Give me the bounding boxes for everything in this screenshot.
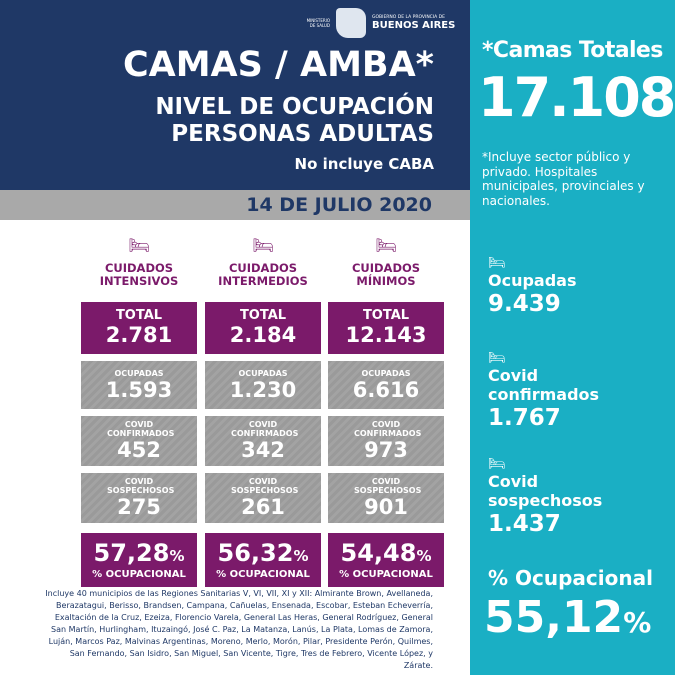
stat-sospechosos: 🛏 Covid sospechosos 1.437 (488, 456, 668, 538)
column-title: CUIDADOS INTERMEDIOS (218, 261, 308, 288)
sospechosos-label: COVID SOSPECHOSOS (231, 477, 299, 495)
stat-value: 9.439 (488, 291, 561, 317)
stat-label: Ocupadas (488, 271, 577, 290)
sospechosos-box: COVID SOSPECHOSOS 275 (81, 473, 197, 523)
ocupadas-label: OCUPADAS (361, 368, 411, 378)
total-value: 2.781 (105, 323, 173, 347)
confirmados-value: 342 (241, 438, 285, 462)
confirmados-label: COVID CONFIRMADOS (107, 420, 175, 438)
occupancy-label: % OCUPACIONAL (339, 569, 433, 580)
percent-sign: % (169, 547, 185, 565)
date-band (0, 190, 470, 220)
occupancy-value: 57,28 (93, 539, 170, 567)
stat-ocupadas: 🛏 Ocupadas 9.439 (488, 255, 668, 318)
sospechosos-box: COVID SOSPECHOSOS 261 (205, 473, 321, 523)
sospechosos-value: 261 (241, 495, 285, 519)
confirmados-box: COVID CONFIRMADOS 342 (205, 416, 321, 466)
summary-panel (470, 0, 675, 675)
ocupadas-label: OCUPADAS (114, 368, 164, 378)
confirmados-box: COVID CONFIRMADOS 973 (328, 416, 444, 466)
caba-note: No incluye CABA (294, 155, 434, 173)
percent-sign: % (623, 606, 652, 639)
occupancy-label: % OCUPACIONAL (92, 569, 186, 580)
summary-title: *Camas Totales (482, 38, 663, 63)
stat-value: 1.437 (488, 511, 561, 537)
occupancy-value: 54,48 (340, 539, 417, 567)
summary-pct-label: % Ocupacional (488, 566, 653, 590)
hospital-bed-icon: 🛏 (488, 350, 506, 366)
confirmados-label: COVID CONFIRMADOS (231, 420, 299, 438)
occupancy-box: 57,28% % OCUPACIONAL (81, 533, 197, 587)
ministry-label: MINISTERIO DE SALUD (306, 18, 330, 28)
occupancy-value: 56,32 (217, 539, 294, 567)
ocupadas-value: 1.230 (229, 377, 297, 402)
confirmados-box: COVID CONFIRMADOS 452 (81, 416, 197, 466)
total-box: TOTAL 2.184 (205, 302, 321, 354)
occupancy-box: 56,32% % OCUPACIONAL (205, 533, 321, 587)
summary-pct: 55,12% (484, 592, 651, 643)
page-title: CAMAS / AMBA* (122, 45, 434, 85)
ocupadas-value: 1.593 (105, 377, 173, 402)
hospital-bed-icon: 🛏 (488, 456, 506, 472)
column-title: CUIDADOS MÍNIMOS (351, 261, 421, 288)
ocupadas-label: OCUPADAS (238, 368, 288, 378)
government-logo: MINISTERIO DE SALUD GOBIERNO DE LA PROVI… (300, 8, 455, 38)
total-box: TOTAL 2.781 (81, 302, 197, 354)
confirmados-label: COVID CONFIRMADOS (354, 420, 422, 438)
summary-note: *Incluye sector público y privado. Hospi… (482, 150, 645, 208)
hospital-bed-icon: 🛏 (375, 236, 397, 256)
ocupadas-value: 6.616 (352, 377, 420, 402)
confirmados-value: 452 (117, 438, 161, 462)
date: 14 DE JULIO 2020 (246, 194, 432, 216)
percent-sign: % (293, 547, 309, 565)
total-value: 2.184 (229, 323, 297, 347)
sospechosos-value: 901 (364, 495, 408, 519)
sospechosos-label: COVID SOSPECHOSOS (107, 477, 175, 495)
stat-label: Covid sospechosos (488, 472, 603, 510)
care-column: 🛏 CUIDADOS INTENSIVOS TOTAL 2.781 OCUPADA… (81, 236, 197, 587)
province-map-icon (336, 8, 366, 38)
total-label: TOTAL (362, 308, 410, 323)
percent-sign: % (416, 547, 432, 565)
ocupadas-box: OCUPADAS 1.230 (205, 361, 321, 409)
stat-confirmados: 🛏 Covid confirmados 1.767 (488, 350, 668, 432)
hospital-bed-icon: 🛏 (128, 236, 150, 256)
sospechosos-box: COVID SOSPECHOSOS 901 (328, 473, 444, 523)
hospital-bed-icon: 🛏 (488, 255, 506, 271)
subtitle-line-1: NIVEL DE OCUPACIÓN (155, 94, 434, 120)
header-panel (0, 0, 470, 190)
care-column: 🛏 CUIDADOS INTERMEDIOS TOTAL 2.184 OCUPAD… (205, 236, 321, 587)
occupancy-box: 54,48% % OCUPACIONAL (328, 533, 444, 587)
confirmados-value: 973 (364, 438, 408, 462)
stat-value: 1.767 (488, 405, 561, 431)
subtitle-line-2: PERSONAS ADULTAS (171, 121, 434, 147)
summary-total: 17.108 (478, 66, 675, 129)
occupancy-label: % OCUPACIONAL (216, 569, 310, 580)
ocupadas-box: OCUPADAS 1.593 (81, 361, 197, 409)
care-column: 🛏 CUIDADOS MÍNIMOS TOTAL 12.143 OCUPADAS 6… (328, 236, 444, 587)
sospechosos-value: 275 (117, 495, 161, 519)
total-label: TOTAL (239, 308, 287, 323)
total-value: 12.143 (345, 323, 427, 347)
province-label: BUENOS AIRES (372, 20, 456, 31)
hospital-bed-icon: 🛏 (252, 236, 274, 256)
footnote: Incluye 40 municipios de las Regiones Sa… (45, 589, 433, 670)
sospechosos-label: COVID SOSPECHOSOS (354, 477, 422, 495)
column-title: CUIDADOS INTENSIVOS (99, 261, 179, 288)
summary-pct-value: 55,12 (484, 592, 624, 643)
total-box: TOTAL 12.143 (328, 302, 444, 354)
ocupadas-box: OCUPADAS 6.616 (328, 361, 444, 409)
total-label: TOTAL (115, 308, 163, 323)
stat-label: Covid confirmados (488, 366, 600, 404)
gov-label: GOBIERNO DE LA PROVINCIA DE (372, 15, 445, 20)
